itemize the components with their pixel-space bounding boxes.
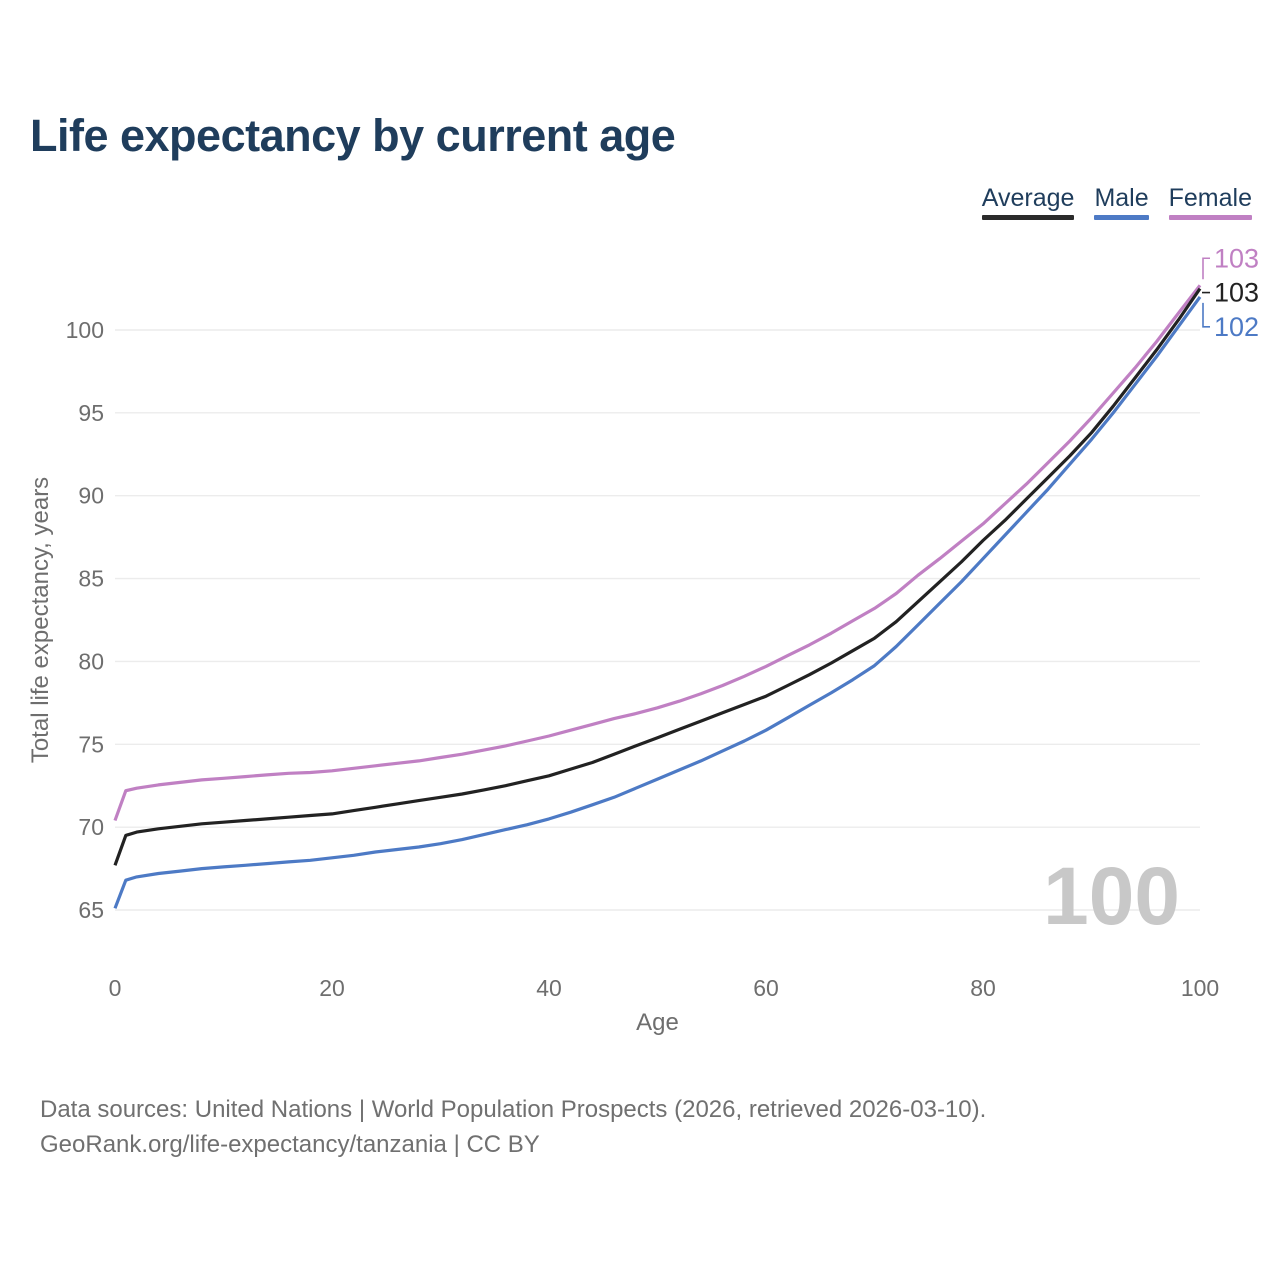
legend-label-average: Average bbox=[981, 184, 1075, 212]
end-callout-female bbox=[1202, 257, 1210, 280]
legend-swatch-average bbox=[981, 215, 1075, 220]
y-tick-label-85: 85 bbox=[78, 566, 104, 592]
x-tick-label-60: 60 bbox=[753, 975, 779, 1001]
y-tick-label-90: 90 bbox=[78, 483, 104, 509]
legend-label-female: Female bbox=[1168, 184, 1252, 212]
series-line-male bbox=[113, 295, 1202, 909]
data-sources-line: Data sources: United Nations | World Pop… bbox=[40, 1096, 987, 1123]
end-label-female: 103 bbox=[1214, 243, 1259, 273]
x-axis-label: Age bbox=[636, 1009, 679, 1036]
y-tick-label-75: 75 bbox=[78, 731, 104, 757]
x-tick-label-20: 20 bbox=[319, 975, 345, 1001]
y-tick-label-95: 95 bbox=[78, 400, 104, 426]
end-label-average: 103 bbox=[1214, 278, 1259, 308]
x-tick-label-40: 40 bbox=[536, 975, 562, 1001]
legend-swatch-female bbox=[1168, 215, 1252, 220]
y-axis-label: Total life expectancy, years bbox=[27, 477, 54, 763]
y-tick-label-70: 70 bbox=[78, 814, 104, 840]
y-tick-label-80: 80 bbox=[78, 648, 104, 674]
x-tick-label-100: 100 bbox=[1181, 975, 1219, 1001]
end-callout-male bbox=[1202, 302, 1210, 328]
legend: Average Male Female bbox=[981, 184, 1252, 220]
x-tick-label-80: 80 bbox=[970, 975, 996, 1001]
legend-item-female[interactable]: Female bbox=[1168, 184, 1252, 220]
y-tick-label-100: 100 bbox=[66, 317, 104, 343]
page-title: Life expectancy by current age bbox=[30, 110, 676, 161]
series-line-average bbox=[113, 287, 1202, 866]
series-line-female bbox=[113, 284, 1202, 822]
x-tick-label-0: 0 bbox=[109, 975, 122, 1001]
legend-swatch-male bbox=[1094, 215, 1149, 220]
legend-item-average[interactable]: Average bbox=[981, 184, 1075, 220]
source-attribution: Data sources: United Nations | World Pop… bbox=[40, 1092, 986, 1162]
age-counter-watermark: 100 bbox=[1043, 851, 1180, 942]
legend-item-male[interactable]: Male bbox=[1094, 184, 1149, 220]
license-line: GeoRank.org/life-expectancy/tanzania | C… bbox=[40, 1131, 540, 1158]
y-tick-label-65: 65 bbox=[78, 897, 104, 923]
legend-label-male: Male bbox=[1094, 184, 1149, 212]
end-label-male: 102 bbox=[1214, 312, 1259, 342]
